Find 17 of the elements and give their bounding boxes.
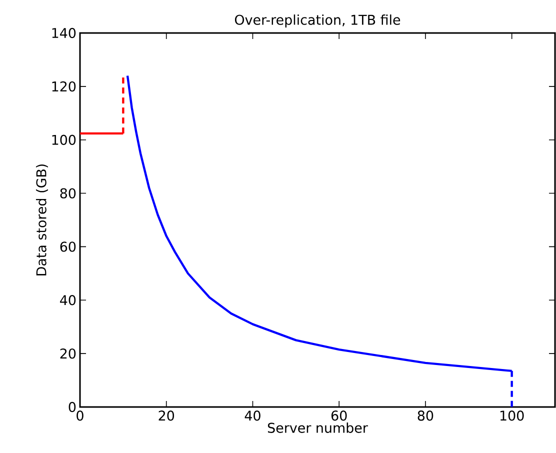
x-tick-label: 20 bbox=[158, 410, 174, 421]
x-axis-title: Server number bbox=[268, 422, 368, 433]
x-tick-label: 80 bbox=[418, 410, 434, 421]
y-tick-label: 60 bbox=[60, 242, 76, 252]
x-tick-label: 60 bbox=[331, 410, 347, 421]
y-tick-label: 100 bbox=[52, 134, 76, 145]
y-axis-title: Data stored (GB) bbox=[36, 164, 48, 276]
x-tick-label: 100 bbox=[500, 410, 524, 421]
x-tick-label: 0 bbox=[76, 410, 84, 421]
y-tick-label: 20 bbox=[60, 348, 76, 359]
y-tick-label: 80 bbox=[60, 188, 76, 198]
y-tick-label: 0 bbox=[68, 402, 76, 412]
y-tick-label: 140 bbox=[52, 28, 76, 38]
x-tick-label: 40 bbox=[244, 410, 260, 421]
y-tick-label: 120 bbox=[52, 81, 76, 92]
chart-title: Over-replication, 1TB file bbox=[234, 14, 400, 28]
y-tick-label: 40 bbox=[60, 295, 76, 306]
